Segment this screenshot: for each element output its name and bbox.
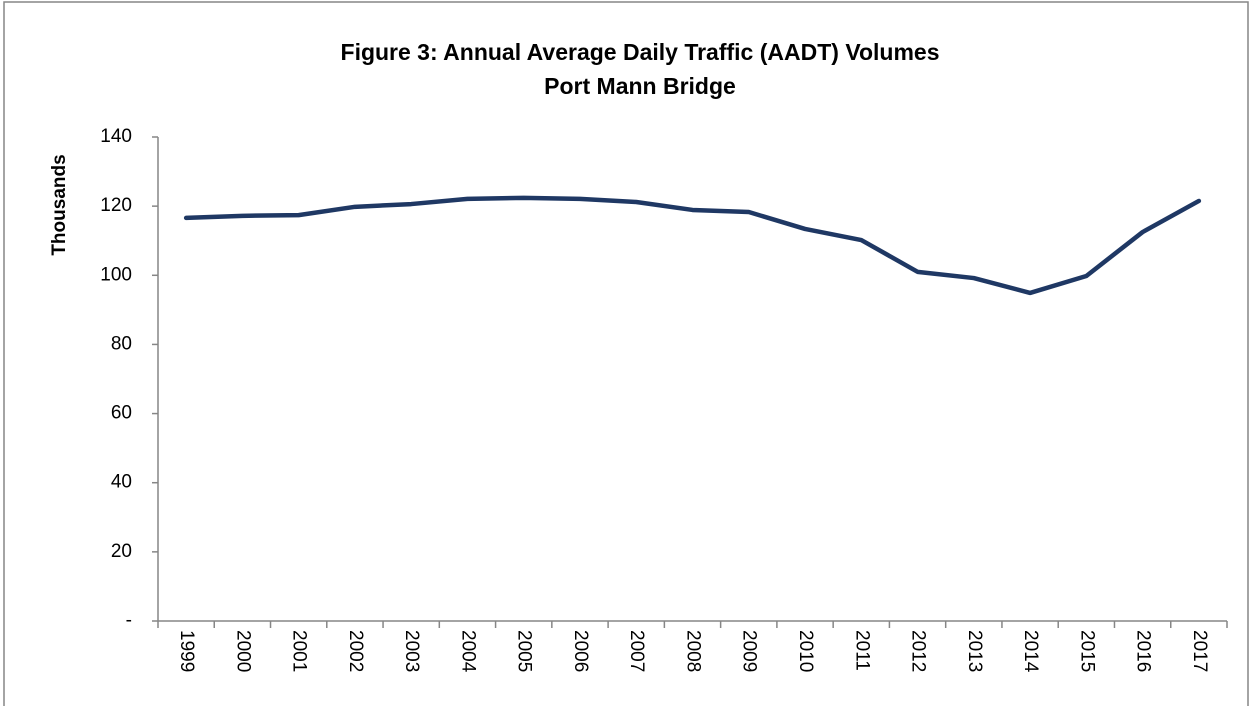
x-tick-label: 2007 <box>626 630 647 672</box>
x-tick-label: 2009 <box>739 630 760 672</box>
x-tick-label: 2012 <box>908 630 929 672</box>
y-tick-label: 20 <box>111 541 132 562</box>
x-tick-label: 2000 <box>232 630 253 672</box>
chart-subtitle: Port Mann Bridge <box>544 73 736 99</box>
x-tick-label: 2001 <box>289 630 310 672</box>
chart-frame <box>3 1 1249 706</box>
x-tick-label: 2011 <box>851 630 872 671</box>
y-tick-label: 40 <box>111 472 132 493</box>
x-tick-label: 2008 <box>682 630 703 672</box>
x-tick-label: 2006 <box>570 630 591 672</box>
y-tick-label: 140 <box>100 126 132 147</box>
y-tick-label: 120 <box>100 195 132 216</box>
x-tick-label: 2017 <box>1189 630 1210 672</box>
chart-title: Figure 3: Annual Average Daily Traffic (… <box>341 39 940 65</box>
x-tick-label: 2010 <box>795 630 816 672</box>
x-tick-label: 2013 <box>964 630 985 672</box>
x-tick-label: 2016 <box>1133 630 1154 672</box>
y-tick-label: 100 <box>100 264 132 285</box>
y-tick-label: 80 <box>111 333 132 354</box>
x-tick-label: 2004 <box>457 630 478 673</box>
data-line <box>183 195 1202 296</box>
y-tick-label: - <box>126 610 132 631</box>
x-tick-label: 2002 <box>345 630 366 672</box>
x-tick-label: 2003 <box>401 630 422 672</box>
x-tick-label: 2014 <box>1020 630 1041 673</box>
y-axis-title: Thousands <box>49 154 70 255</box>
y-tick-label: 60 <box>111 403 132 424</box>
x-tick-label: 2005 <box>514 630 535 672</box>
x-tick-label: 2015 <box>1076 630 1097 672</box>
x-tick-label: 1999 <box>176 630 197 672</box>
